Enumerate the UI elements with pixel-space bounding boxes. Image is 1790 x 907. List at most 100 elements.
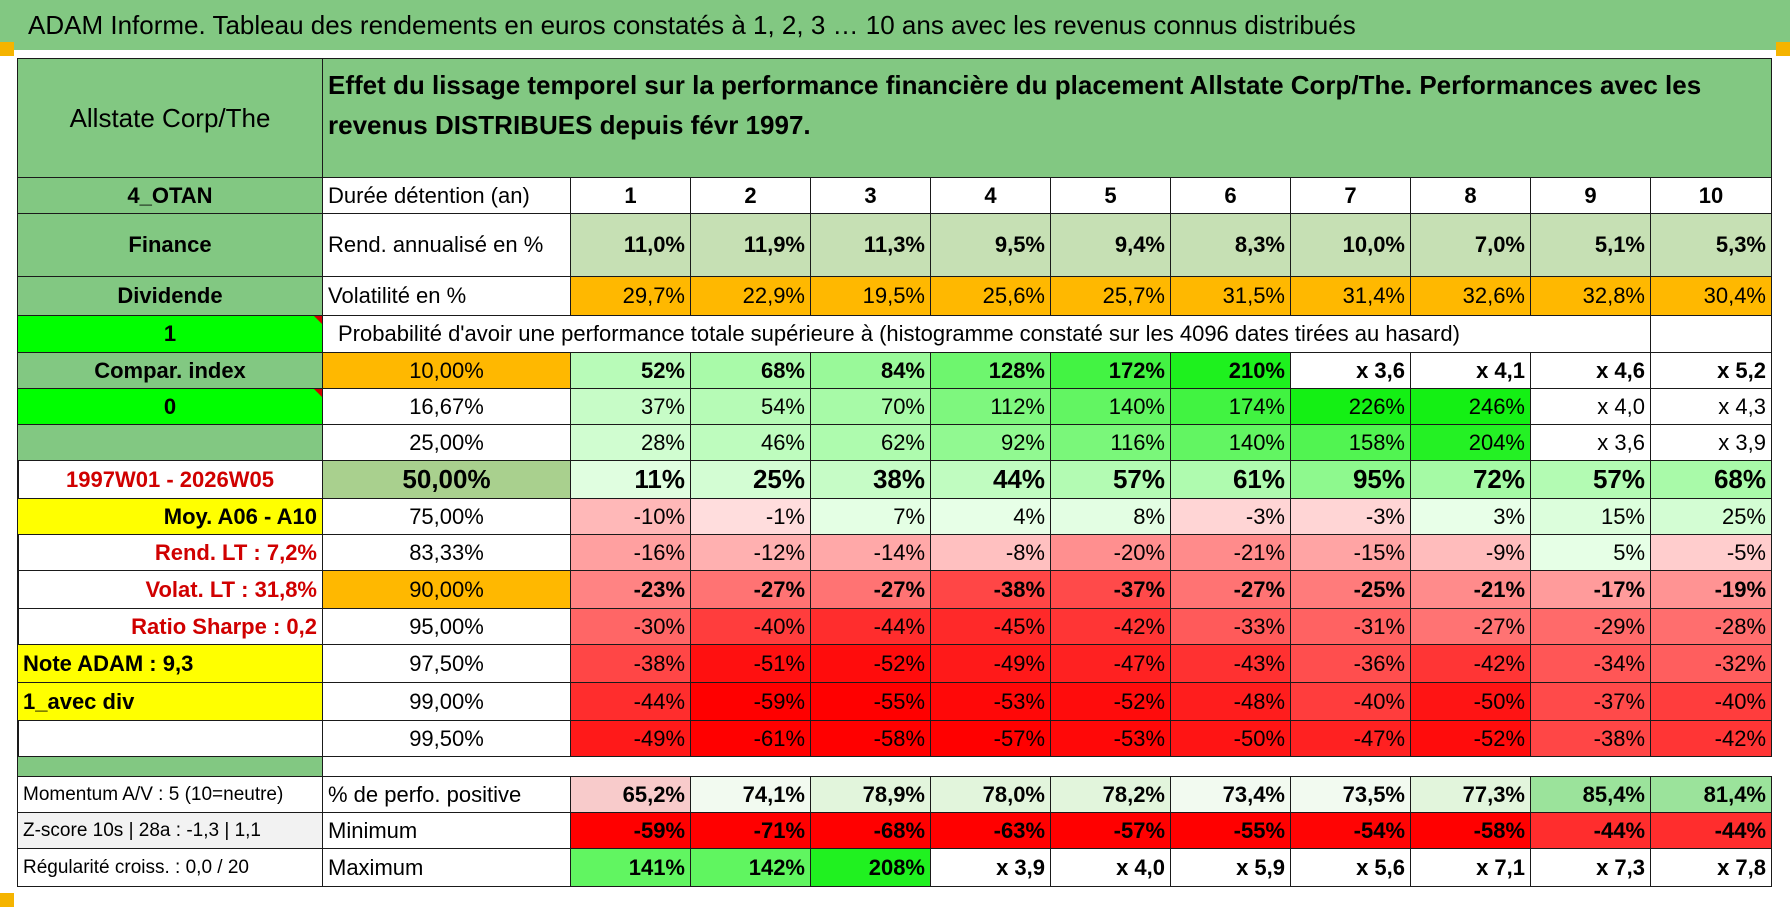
percentile-value: -38% [931,571,1051,609]
volatility-value: 22,9% [691,277,811,316]
stat-row-label: Maximum [323,849,571,887]
percentile-value: -58% [811,721,931,757]
duration-header: 5 [1051,178,1171,214]
stat-value: 74,1% [691,777,811,813]
volatility-value: 25,7% [1051,277,1171,316]
percentile-value: -14% [811,535,931,571]
percentile-value: x 3,6 [1531,425,1651,461]
percentile-threshold: 25,00% [323,425,571,461]
dividend-mode: 1_avec div [18,683,323,721]
percentile-value: 92% [931,425,1051,461]
percentile-value: 172% [1051,353,1171,389]
percentile-value: x 3,9 [1651,425,1772,461]
volatility-value: 29,7% [571,277,691,316]
percentile-threshold: 16,67% [323,389,571,425]
percentile-value: -33% [1171,609,1291,645]
percentile-value: -38% [1531,721,1651,757]
percentile-value: x 5,2 [1651,353,1772,389]
percentile-value: -10% [571,499,691,535]
volatility-value: 19,5% [811,277,931,316]
percentile-value: 116% [1051,425,1171,461]
return-value: 5,3% [1651,214,1772,277]
percentile-value: 68% [1651,461,1772,499]
percentile-value: 204% [1411,425,1531,461]
stat-value: -68% [811,813,931,849]
stat-value: x 3,9 [931,849,1051,887]
stat-value: x 4,0 [1051,849,1171,887]
percentile-value: 3% [1411,499,1531,535]
probability-caption: Probabilité d'avoir une performance tota… [323,316,1651,353]
stat-value: -63% [931,813,1051,849]
percentile-value: -50% [1411,683,1531,721]
percentile-value: 61% [1171,461,1291,499]
percentile-value: -3% [1291,499,1411,535]
category-code: 4_OTAN [18,178,323,214]
percentile-value: 28% [571,425,691,461]
percentile-value: -40% [691,609,811,645]
percentile-value: 54% [691,389,811,425]
percentile-value: -47% [1291,721,1411,757]
percentile-value: -52% [811,645,931,683]
duration-header: 9 [1531,178,1651,214]
percentile-value: 37% [571,389,691,425]
stat-value: 78,2% [1051,777,1171,813]
percentile-threshold: 50,00% [323,461,571,499]
percentile-value: -1% [691,499,811,535]
percentile-value: x 4,3 [1651,389,1772,425]
volatility-value: 25,6% [931,277,1051,316]
percentile-value: 4% [931,499,1051,535]
percentile-threshold: 97,50% [323,645,571,683]
stat-row-label: Minimum [323,813,571,849]
percentile-value: 128% [931,353,1051,389]
percentile-value: -12% [691,535,811,571]
corner-marker-bottom-left [0,893,14,907]
percentile-value: -5% [1651,535,1772,571]
percentile-value: -9% [1411,535,1531,571]
volatility-value: 30,4% [1651,277,1772,316]
adam-rating: Note ADAM : 9,3 [18,645,323,683]
stat-value: x 5,6 [1291,849,1411,887]
percentile-value: -42% [1051,609,1171,645]
percentile-value: -20% [1051,535,1171,571]
percentile-value: 52% [571,353,691,389]
stat-value: 73,4% [1171,777,1291,813]
stat-value: -55% [1171,813,1291,849]
percentile-value: -44% [571,683,691,721]
page-title: ADAM Informe. Tableau des rendements en … [0,0,1790,50]
percentile-threshold: 99,50% [323,721,571,757]
percentile-value: -44% [811,609,931,645]
spacer-cell [18,757,323,777]
stat-value: x 7,3 [1531,849,1651,887]
stat-value: -44% [1531,813,1651,849]
percentile-value: 7% [811,499,931,535]
percentile-threshold: 75,00% [323,499,571,535]
percentile-value: -43% [1171,645,1291,683]
percentile-value: -52% [1411,721,1531,757]
percentile-value: 46% [691,425,811,461]
percentile-value: 5% [1531,535,1651,571]
percentile-value: -3% [1171,499,1291,535]
return-value: 9,5% [931,214,1051,277]
stat-value: -71% [691,813,811,849]
duration-header: 4 [931,178,1051,214]
stat-value: 81,4% [1651,777,1772,813]
row-label-duration: Durée détention (an) [323,178,571,214]
duration-header: 7 [1291,178,1411,214]
percentile-value: -42% [1411,645,1531,683]
percentile-value: 95% [1291,461,1411,499]
dividend-label: Dividende [18,277,323,316]
percentile-value: x 3,6 [1291,353,1411,389]
percentile-value: -19% [1651,571,1772,609]
percentile-value: -25% [1291,571,1411,609]
return-value: 8,3% [1171,214,1291,277]
empty-cell [1651,316,1772,353]
long-term-volatility: Volat. LT : 31,8% [18,571,323,609]
corner-marker-left [0,42,14,56]
duration-header: 6 [1171,178,1291,214]
percentile-value: -37% [1531,683,1651,721]
percentile-value: 140% [1051,389,1171,425]
percentile-value: -57% [931,721,1051,757]
stat-value: x 7,1 [1411,849,1531,887]
stat-value: -58% [1411,813,1531,849]
percentile-value: 84% [811,353,931,389]
